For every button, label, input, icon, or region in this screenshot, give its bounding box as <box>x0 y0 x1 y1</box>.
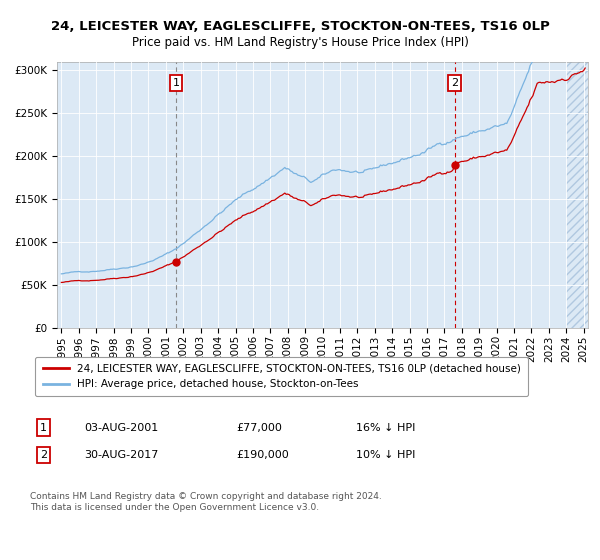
Text: 16% ↓ HPI: 16% ↓ HPI <box>356 423 415 432</box>
Text: 03-AUG-2001: 03-AUG-2001 <box>85 423 158 432</box>
Text: 30-AUG-2017: 30-AUG-2017 <box>85 450 158 460</box>
Text: £77,000: £77,000 <box>236 423 282 432</box>
Text: 1: 1 <box>172 78 179 88</box>
Text: 2: 2 <box>451 78 458 88</box>
Text: £190,000: £190,000 <box>236 450 289 460</box>
Text: Price paid vs. HM Land Registry's House Price Index (HPI): Price paid vs. HM Land Registry's House … <box>131 36 469 49</box>
Text: 24, LEICESTER WAY, EAGLESCLIFFE, STOCKTON-ON-TEES, TS16 0LP: 24, LEICESTER WAY, EAGLESCLIFFE, STOCKTO… <box>50 20 550 32</box>
Legend: 24, LEICESTER WAY, EAGLESCLIFFE, STOCKTON-ON-TEES, TS16 0LP (detached house), HP: 24, LEICESTER WAY, EAGLESCLIFFE, STOCKTO… <box>35 357 528 396</box>
Text: 10% ↓ HPI: 10% ↓ HPI <box>356 450 415 460</box>
Text: 2: 2 <box>40 450 47 460</box>
Text: 1: 1 <box>40 423 47 432</box>
Text: Contains HM Land Registry data © Crown copyright and database right 2024.
This d: Contains HM Land Registry data © Crown c… <box>30 492 382 512</box>
